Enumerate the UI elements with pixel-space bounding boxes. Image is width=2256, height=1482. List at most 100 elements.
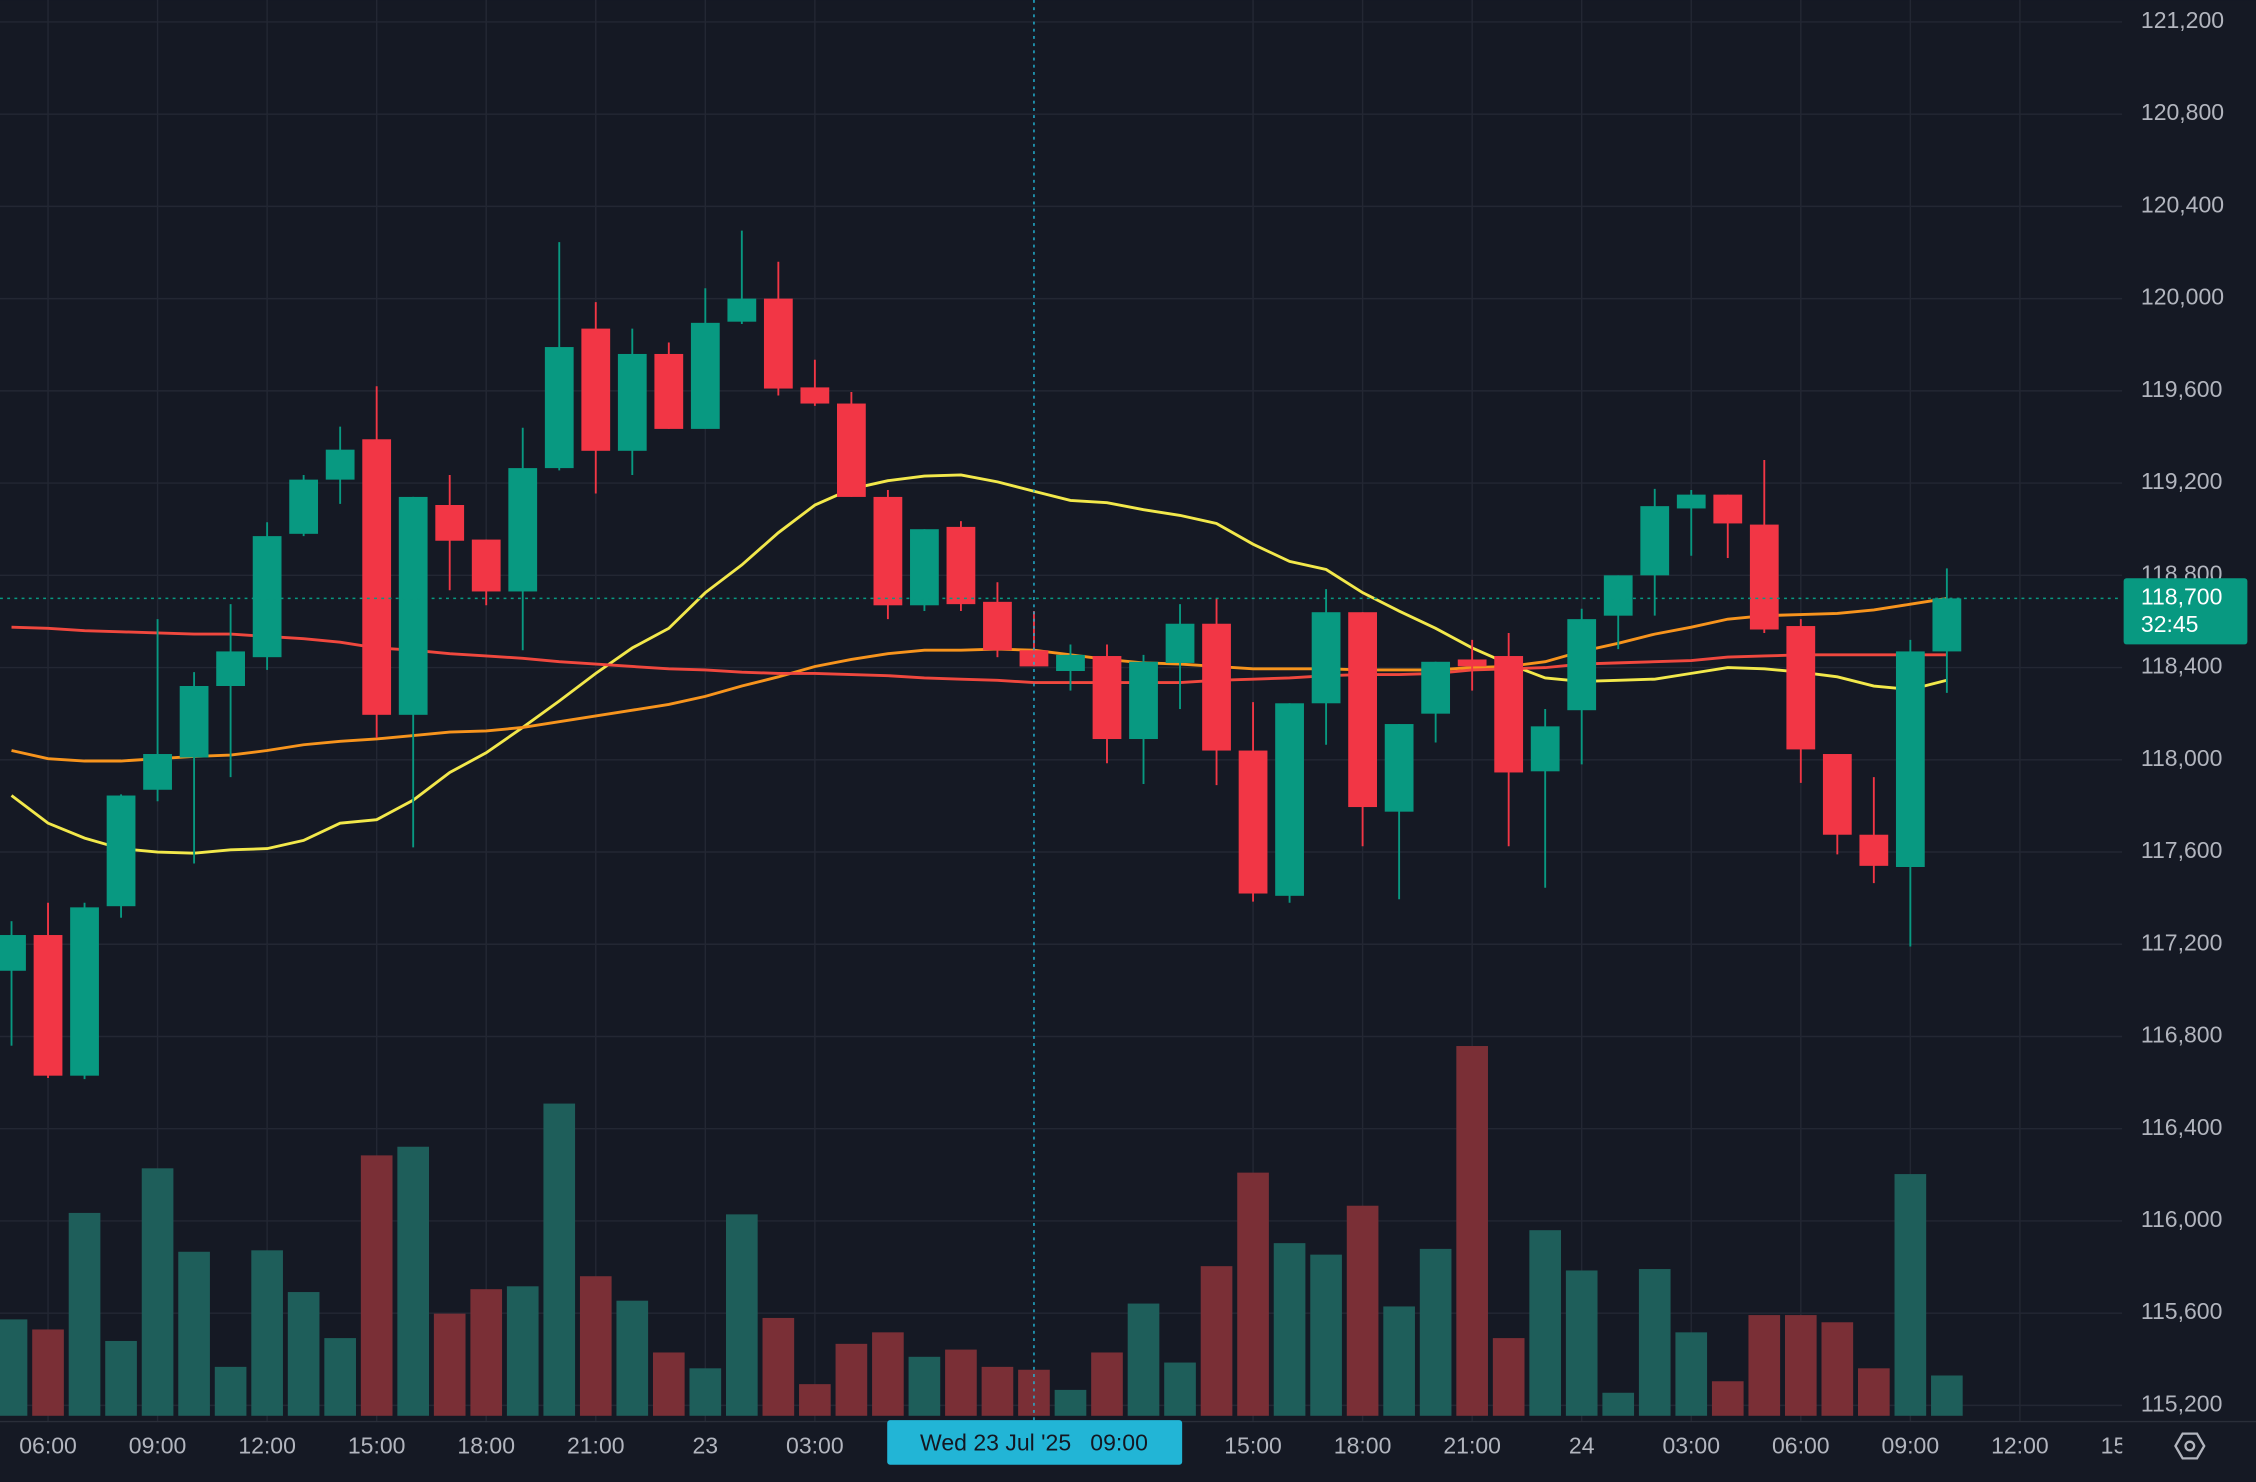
candle-body [1749,524,1779,630]
x-tick-label: 18:00 [457,1433,515,1459]
candle-body [763,298,793,389]
candle-body [544,347,574,469]
volume-bar [1529,1230,1562,1416]
x-tick-label: 12:00 [1991,1433,2049,1459]
volume-bar [1091,1352,1123,1416]
candle-body [325,449,355,480]
volume-bar [1894,1174,1927,1416]
candle-body [836,403,866,497]
candle-body [398,496,428,715]
candle-body [1275,703,1304,896]
candle-body [654,353,684,429]
volume-bar [1858,1368,1890,1416]
candle-body [1932,598,1962,652]
moving-average-line [11,625,1947,685]
y-tick-label: 117,600 [2141,837,2223,863]
candle-body [1421,661,1451,714]
y-tick-label: 116,000 [2141,1206,2223,1232]
price-axis: 121,200 120,800 120,400 120,000 119,600 119,2… [2123,7,2248,1416]
candle-body [873,496,903,606]
volume-bar [287,1292,320,1416]
volume-bar [1054,1389,1087,1416]
candle-body [1530,726,1560,772]
y-tick-label: 116,800 [2141,1022,2223,1048]
candle-body [1129,661,1158,740]
volume-bar [652,1352,685,1416]
candle-body [1640,506,1670,576]
candle-body [1202,623,1231,751]
time-axis: 06:00 09:00 12:00 15:00 18:00 21:00 23 03:00 15:… [19,1420,2122,1465]
volume-bar [1675,1332,1708,1416]
y-tick-label: 116,400 [2141,1114,2223,1140]
x-tick-label: 12:00 [238,1433,296,1459]
overlays [0,0,2123,1422]
candle-body [690,322,720,429]
y-tick-label: 120,400 [2141,191,2224,217]
volume-bar [908,1356,941,1416]
candle-body [106,795,136,907]
volume-bar [1310,1254,1342,1416]
candle-body [800,387,830,404]
volume-bar [1784,1315,1817,1416]
volume-bar [835,1343,868,1416]
volume-bar [141,1168,174,1416]
last-price-label: 118,700 [2141,583,2223,609]
candle-body [946,526,976,605]
volume-bar [1711,1381,1744,1416]
volume-bar [397,1146,430,1416]
candle-body [252,536,282,658]
volume-bar [1931,1375,1963,1416]
x-tick-label: 06:00 [1772,1433,1830,1459]
candle-body [1311,612,1341,704]
moving-average-line [10,473,1948,855]
candle-body [179,685,209,758]
candle-body [983,601,1012,651]
x-tick-label: 24 [1569,1433,1595,1459]
candle-body [1056,654,1085,672]
candle-body [1494,656,1524,773]
volume-bar [1383,1306,1415,1416]
settings-hexagon[interactable] [2174,1432,2206,1460]
volume-bar [726,1214,758,1416]
volume-bar [0,1319,28,1416]
volume-bar [1419,1248,1452,1416]
volume-bar [1602,1392,1635,1416]
candle-body [362,439,392,715]
y-tick-label: 118,000 [2141,745,2223,771]
settings-dot[interactable] [2184,1440,2196,1452]
volume-bar [251,1250,283,1416]
y-tick-label: 119,600 [2141,376,2223,402]
x-tick-label: 03:00 [1662,1433,1720,1459]
candle-body [910,529,939,606]
candles [0,230,1962,1080]
candle-body [1676,494,1706,509]
candle-body [508,468,538,592]
crosshair-label: Wed 23 Jul '25 09:00 [920,1430,1148,1456]
last-price-box [2123,578,2248,645]
volume-bar [1748,1315,1781,1416]
settings-icon[interactable] [2174,1432,2206,1460]
volume-bar [981,1366,1014,1416]
candle-body [1092,656,1122,740]
candle-body [727,298,757,322]
candle-body [1822,754,1852,835]
y-tick-label: 120,000 [2141,284,2224,310]
volume-bar [1821,1322,1854,1416]
x-tick-label: 18:00 [1334,1433,1392,1459]
candle-body [1384,724,1414,812]
volume-bar [1018,1369,1050,1416]
candle-body [0,935,26,971]
volume-bar [1237,1172,1269,1416]
candle-body [435,504,465,541]
x-tick-label: 21:00 [567,1433,625,1459]
volume-bar [506,1286,539,1416]
volume-bar [214,1366,247,1416]
x-tick-label: 15:00 [1224,1433,1282,1459]
volume-bar [1456,1046,1488,1416]
volume-bar [616,1300,649,1416]
candle-body [617,353,647,451]
y-tick-label: 115,600 [2141,1298,2223,1324]
y-tick-label: 117,200 [2141,929,2223,955]
candle-body [1457,659,1487,667]
